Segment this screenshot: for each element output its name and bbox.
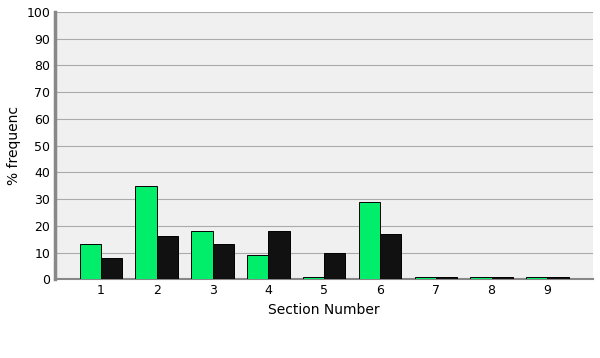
Bar xyxy=(470,277,491,279)
Bar xyxy=(101,258,122,279)
Bar xyxy=(526,277,547,279)
Bar xyxy=(491,277,513,279)
Bar xyxy=(415,277,436,279)
Bar xyxy=(380,234,401,279)
Bar xyxy=(157,237,178,279)
Bar xyxy=(324,252,346,279)
Bar xyxy=(136,186,157,279)
Bar xyxy=(212,245,234,279)
Bar xyxy=(247,255,268,279)
Bar xyxy=(268,231,290,279)
Bar xyxy=(80,245,101,279)
Bar xyxy=(303,277,324,279)
Bar xyxy=(547,277,569,279)
X-axis label: Section Number: Section Number xyxy=(268,303,380,317)
Bar xyxy=(436,277,457,279)
Y-axis label: % frequenc: % frequenc xyxy=(7,106,21,185)
Bar xyxy=(191,231,212,279)
Bar xyxy=(359,202,380,279)
